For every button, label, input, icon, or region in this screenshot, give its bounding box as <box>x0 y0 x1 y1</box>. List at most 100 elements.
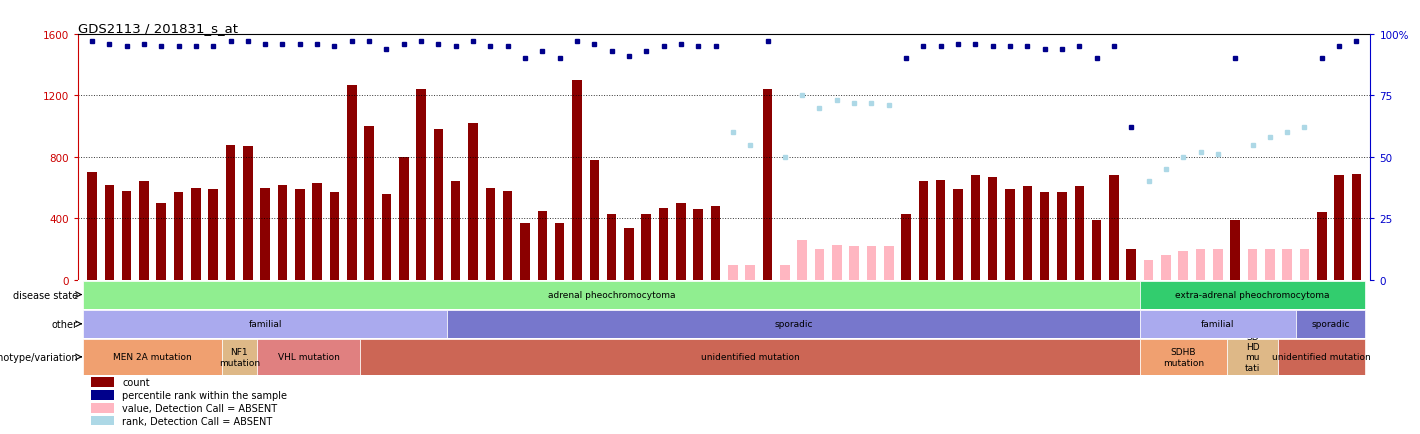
Text: SDHB
mutation: SDHB mutation <box>1163 347 1204 367</box>
Text: MEN 2A mutation: MEN 2A mutation <box>114 352 192 362</box>
Bar <box>91 377 114 387</box>
Bar <box>538 211 547 280</box>
Text: sporadic: sporadic <box>774 319 812 329</box>
Bar <box>953 190 963 280</box>
Bar <box>711 207 720 280</box>
Bar <box>572 81 582 280</box>
Bar <box>520 224 530 280</box>
Bar <box>257 339 361 375</box>
Bar <box>832 245 842 280</box>
Bar <box>1145 260 1153 280</box>
Bar <box>87 173 97 280</box>
Bar <box>1058 193 1066 280</box>
Text: unidentified mutation: unidentified mutation <box>1272 352 1372 362</box>
Bar <box>329 193 339 280</box>
Text: sporadic: sporadic <box>1311 319 1350 329</box>
Bar <box>84 310 447 338</box>
Bar <box>105 185 114 280</box>
Bar <box>1248 250 1257 280</box>
Bar <box>192 188 200 280</box>
Bar <box>642 214 650 280</box>
Bar <box>919 182 929 280</box>
Bar <box>486 188 496 280</box>
Bar <box>1296 310 1365 338</box>
Bar <box>1092 220 1102 280</box>
Bar <box>1075 187 1083 280</box>
Bar <box>91 390 114 400</box>
Bar <box>1196 250 1206 280</box>
Bar <box>209 190 219 280</box>
Bar <box>971 176 980 280</box>
Bar <box>676 204 686 280</box>
Bar <box>382 194 390 280</box>
Bar <box>1039 193 1049 280</box>
Bar <box>849 247 859 280</box>
Text: rank, Detection Call = ABSENT: rank, Detection Call = ABSENT <box>122 416 273 426</box>
Bar <box>84 281 1140 309</box>
Bar <box>222 339 257 375</box>
Bar <box>84 339 222 375</box>
Bar <box>1335 176 1343 280</box>
Bar <box>728 265 737 280</box>
Bar <box>1230 220 1240 280</box>
Bar <box>625 228 633 280</box>
Bar <box>139 182 149 280</box>
Bar <box>503 191 513 280</box>
Bar <box>798 240 807 280</box>
Bar <box>295 190 304 280</box>
Bar <box>226 145 236 280</box>
Bar <box>399 158 409 280</box>
Text: familial: familial <box>248 319 283 329</box>
Text: genotype/variation: genotype/variation <box>0 352 78 362</box>
Text: other: other <box>51 319 78 329</box>
Bar <box>659 208 669 280</box>
Bar <box>278 185 287 280</box>
Bar <box>260 188 270 280</box>
Bar <box>936 181 946 280</box>
Bar <box>365 127 373 280</box>
Bar <box>312 184 322 280</box>
Text: value, Detection Call = ABSENT: value, Detection Call = ABSENT <box>122 403 277 413</box>
Text: disease state: disease state <box>13 290 78 300</box>
Text: adrenal pheochromocytoma: adrenal pheochromocytoma <box>548 290 676 299</box>
Bar <box>1227 339 1278 375</box>
Bar <box>122 191 132 280</box>
Bar <box>815 250 824 280</box>
Bar <box>1126 250 1136 280</box>
Bar <box>452 182 460 280</box>
Bar <box>555 224 564 280</box>
Bar <box>1179 251 1189 280</box>
Bar <box>156 204 166 280</box>
Bar <box>1140 310 1296 338</box>
Bar <box>1282 250 1292 280</box>
Bar <box>469 124 477 280</box>
Bar <box>346 85 356 280</box>
Bar <box>589 161 599 280</box>
Bar <box>988 178 997 280</box>
Bar <box>763 90 772 280</box>
Bar <box>91 416 114 426</box>
Bar <box>416 90 426 280</box>
Text: extra-adrenal pheochromocytoma: extra-adrenal pheochromocytoma <box>1176 290 1329 299</box>
Bar <box>606 214 616 280</box>
Bar <box>1299 250 1309 280</box>
Text: SD
HD
mu
tati
on: SD HD mu tati on <box>1245 332 1260 382</box>
Bar <box>1352 174 1362 280</box>
Bar <box>1278 339 1365 375</box>
Bar <box>1316 213 1326 280</box>
Bar <box>780 265 790 280</box>
Bar <box>1140 281 1365 309</box>
Bar <box>1162 256 1170 280</box>
Bar <box>1022 187 1032 280</box>
Bar <box>866 247 876 280</box>
Text: VHL mutation: VHL mutation <box>277 352 339 362</box>
Bar <box>447 310 1140 338</box>
Bar <box>746 265 755 280</box>
Bar <box>91 403 114 413</box>
Bar <box>1109 176 1119 280</box>
Bar <box>885 247 893 280</box>
Text: unidentified mutation: unidentified mutation <box>701 352 799 362</box>
Text: familial: familial <box>1201 319 1234 329</box>
Bar <box>1213 250 1223 280</box>
Text: NF1
mutation: NF1 mutation <box>219 347 260 367</box>
